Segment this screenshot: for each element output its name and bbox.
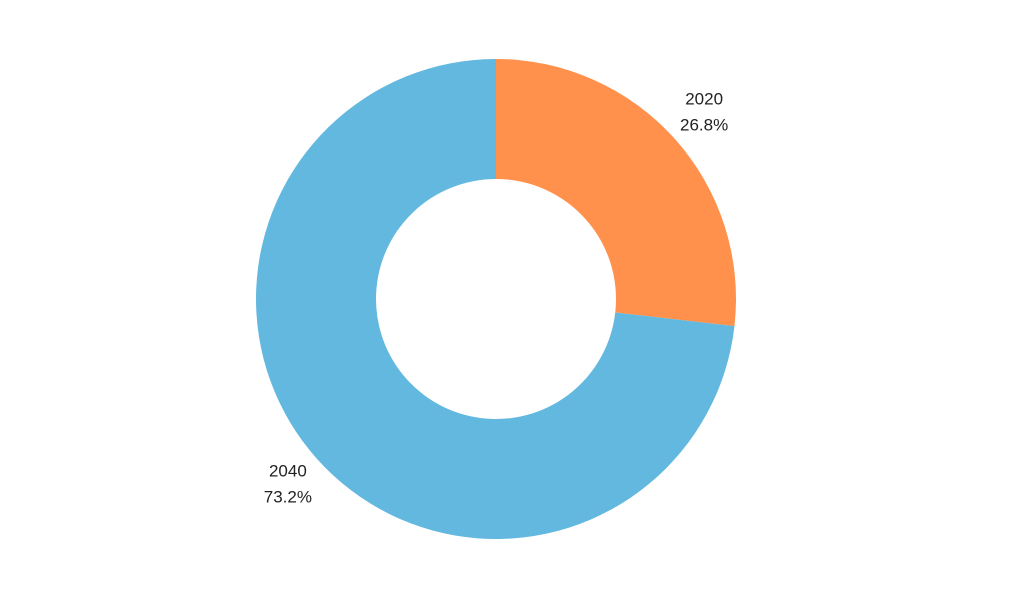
donut-slice xyxy=(256,59,735,540)
donut-slice xyxy=(496,59,737,327)
slice-label: 2040 xyxy=(269,461,307,480)
slice-value-label: 26.8% xyxy=(680,116,728,135)
slice-label: 2020 xyxy=(685,90,723,109)
slice-value-label: 73.2% xyxy=(264,487,312,506)
